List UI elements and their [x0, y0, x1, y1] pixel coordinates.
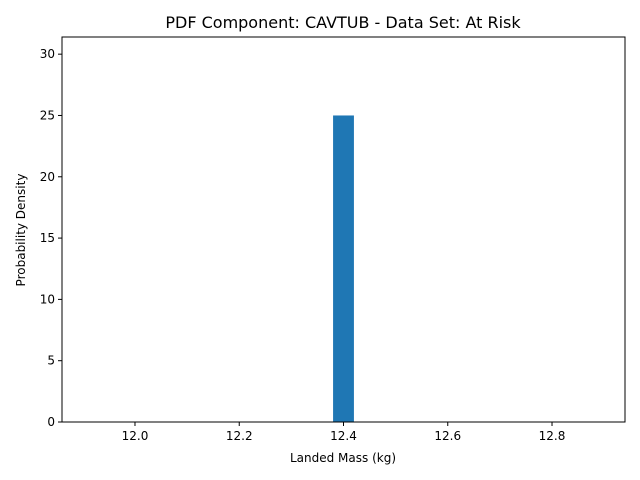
y-axis-ticks: 0 5 10 15 20 25 30 — [40, 47, 62, 429]
y-tick-label: 0 — [47, 415, 55, 429]
y-tick-label: 10 — [40, 292, 55, 306]
x-tick-label: 12.8 — [539, 429, 566, 443]
x-tick-label: 12.6 — [434, 429, 461, 443]
y-tick-label: 5 — [47, 354, 55, 368]
x-axis-label: Landed Mass (kg) — [290, 451, 396, 465]
histogram-bar-0 — [333, 115, 354, 422]
x-tick-label: 12.2 — [226, 429, 253, 443]
y-tick-label: 25 — [40, 108, 55, 122]
bars-group — [333, 115, 354, 422]
y-tick-label: 20 — [40, 170, 55, 184]
y-tick-label: 30 — [40, 47, 55, 61]
y-tick-label: 15 — [40, 231, 55, 245]
y-axis-label: Probability Density — [14, 174, 28, 287]
x-tick-label: 12.0 — [122, 429, 149, 443]
x-tick-label: 12.4 — [330, 429, 357, 443]
chart-title: PDF Component: CAVTUB - Data Set: At Ris… — [165, 13, 521, 32]
x-axis-ticks: 12.0 12.2 12.4 12.6 12.8 — [122, 422, 566, 443]
